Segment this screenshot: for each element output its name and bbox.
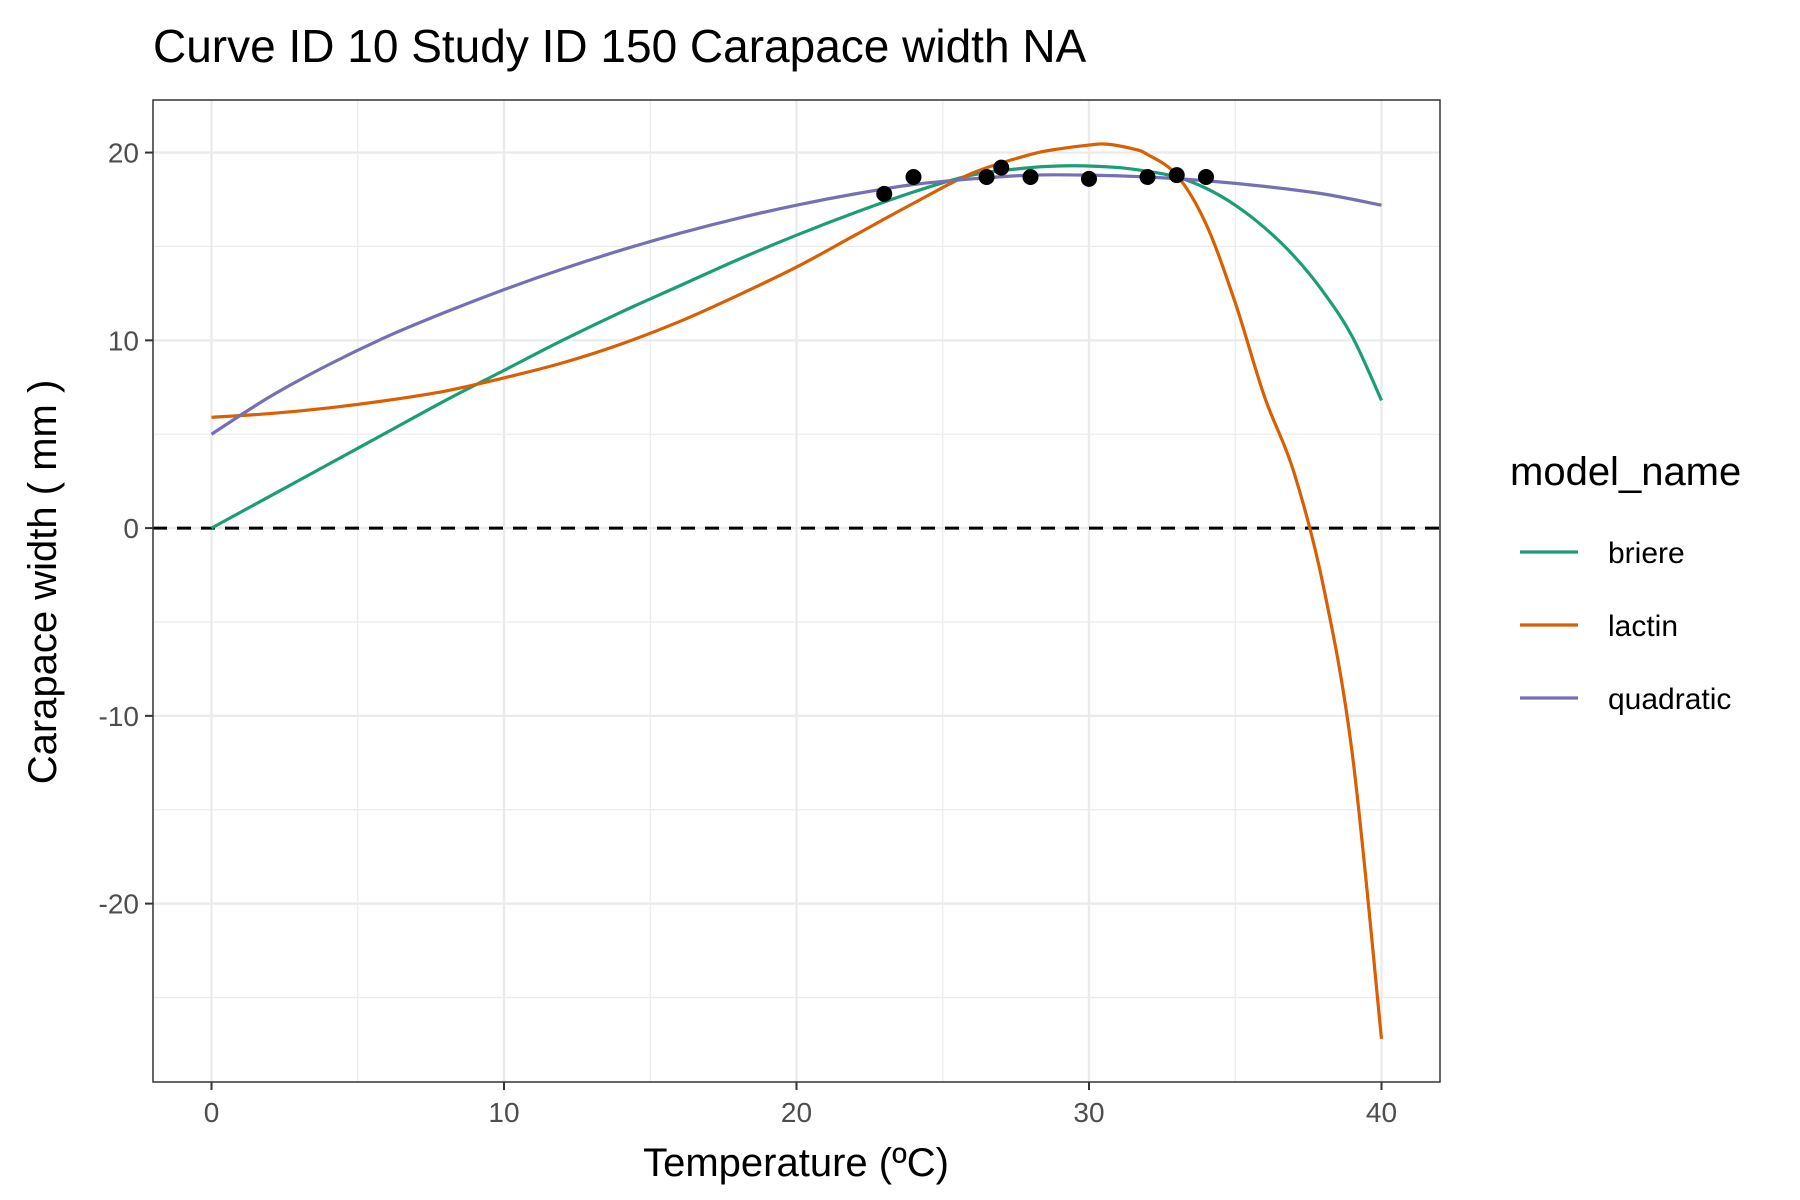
x-tick-label: 10	[488, 1097, 519, 1128]
y-axis-title: Carapace width ( mm )	[21, 380, 65, 785]
y-tick-label: 10	[108, 325, 139, 356]
x-tick-label: 30	[1073, 1097, 1104, 1128]
data-point	[1022, 168, 1039, 185]
plot-area	[152, 99, 1441, 1083]
data-point	[1168, 167, 1185, 184]
x-axis: 0 10 20 30 40	[204, 1082, 1397, 1128]
y-axis: -20 -10 0 10 20	[99, 138, 153, 920]
series-layer	[210, 142, 1384, 1039]
x-tick-label: 40	[1366, 1097, 1397, 1128]
chart-title: Curve ID 10 Study ID 150 Carapace width …	[153, 20, 1087, 72]
legend-label-lactin: lactin	[1608, 610, 1678, 643]
x-tick-label: 0	[204, 1097, 220, 1128]
y-tick-label: 0	[123, 513, 139, 544]
data-point	[1081, 170, 1097, 187]
legend-label-quadratic: quadratic	[1608, 683, 1731, 716]
x-axis-title: Temperature (ºC)	[643, 1141, 949, 1185]
data-point	[1198, 168, 1214, 185]
data-point	[905, 168, 922, 185]
legend: model_name briere lactin quadratic	[1510, 450, 1741, 716]
points-layer	[876, 159, 1214, 202]
legend-title: model_name	[1510, 450, 1741, 494]
data-point	[1139, 168, 1156, 185]
grid-major	[153, 100, 1440, 1082]
data-point	[978, 168, 995, 185]
series-line-lactin	[211, 142, 1384, 1039]
y-tick-label: -10	[99, 701, 139, 732]
x-tick-label: 20	[781, 1097, 812, 1128]
series-line-quadratic	[210, 173, 1382, 436]
legend-label-briere: briere	[1608, 537, 1685, 570]
data-point	[993, 159, 1010, 176]
legend-items: briere lactin quadratic	[1520, 537, 1731, 716]
data-point	[876, 185, 893, 202]
y-tick-label: -20	[99, 889, 139, 920]
series-line-briere	[210, 164, 1383, 530]
y-tick-label: 20	[108, 138, 139, 169]
